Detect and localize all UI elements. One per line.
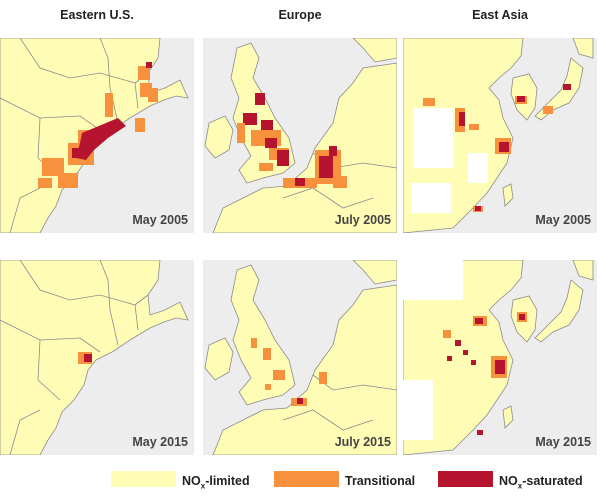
land-mass-scandinavia (352, 260, 397, 285)
no-data-area (468, 153, 488, 183)
land-mass (0, 260, 189, 455)
transitional-zone (263, 348, 271, 360)
column-title-east-asia: East Asia (472, 8, 528, 22)
land-mass-japan (534, 57, 584, 121)
transitional-zone (105, 93, 113, 117)
saturated-zone (297, 398, 303, 404)
map-panel-europe-2015: July 2015 (203, 260, 397, 455)
legend-label-limited: NOx-limited (182, 474, 250, 491)
saturated-zone (295, 178, 305, 186)
transitional-zone (251, 338, 257, 348)
map-panel-europe-2005: July 2005 (203, 38, 397, 233)
map-panel-east-asia-2005: May 2005 (403, 38, 597, 233)
saturated-zone (255, 93, 265, 105)
column-title-eastern-us: Eastern U.S. (60, 8, 134, 22)
transitional-zone (543, 106, 553, 114)
land-mass-continent (212, 62, 397, 233)
land-mass-hokkaido (572, 38, 594, 59)
date-label: May 2005 (132, 213, 188, 227)
date-label: July 2005 (334, 213, 391, 227)
date-label: May 2005 (535, 213, 591, 227)
transitional-zone (443, 330, 451, 338)
saturated-zone (459, 112, 465, 126)
legend-swatch-saturated (438, 471, 493, 487)
no-data-area (403, 380, 433, 440)
transitional-zone (38, 178, 52, 188)
saturated-zone (477, 430, 483, 435)
land-mass-ireland (204, 115, 234, 159)
transitional-zone (135, 118, 145, 132)
saturated-zone (463, 350, 468, 355)
no-data-area (413, 108, 453, 168)
saturated-zone (495, 360, 505, 374)
transitional-zone (259, 163, 273, 171)
no-data-area (403, 260, 463, 300)
column-title-europe: Europe (278, 8, 322, 22)
saturated-zone (277, 150, 289, 166)
land-mass-ireland (204, 337, 234, 381)
legend-label-saturated: NOx-saturated (499, 474, 583, 491)
saturated-zone (471, 360, 476, 365)
date-label: May 2015 (535, 435, 591, 449)
saturated-zone (475, 206, 481, 211)
transitional-zone (319, 372, 327, 384)
map-panel-eastern-us-2015: May 2015 (0, 260, 194, 455)
land-mass-taiwan (502, 183, 514, 207)
saturated-zone (447, 356, 452, 361)
land-mass-hokkaido (572, 260, 594, 281)
land-mass-taiwan (502, 405, 514, 429)
saturated-zone (329, 146, 337, 156)
saturated-zone (475, 318, 483, 324)
transitional-zone (138, 66, 150, 80)
legend-label-transitional: Transitional (345, 474, 416, 488)
transitional-zone (273, 370, 285, 380)
map-panel-eastern-us-2005: May 2005 (0, 38, 194, 233)
date-label: May 2015 (132, 435, 188, 449)
no-data-area (411, 183, 451, 213)
land-mass-japan (534, 279, 584, 343)
transitional-zone (469, 124, 479, 130)
saturated-zone (76, 118, 126, 160)
saturated-zone (517, 96, 525, 102)
transitional-zone (148, 88, 158, 102)
legend-swatch-transitional (274, 471, 339, 487)
saturated-zone (563, 84, 571, 90)
saturated-zone (84, 354, 92, 362)
saturated-zone (72, 148, 82, 158)
transitional-zone (237, 123, 245, 143)
saturated-zone (243, 113, 257, 125)
saturated-zone (519, 314, 525, 320)
transitional-zone (58, 173, 78, 188)
legend-swatch-limited (111, 471, 176, 487)
saturated-zone (319, 156, 333, 178)
transitional-zone (333, 176, 347, 188)
date-label: July 2015 (334, 435, 391, 449)
saturated-zone (146, 62, 152, 68)
saturated-zone (499, 142, 509, 152)
transitional-zone (42, 158, 64, 176)
map-panel-east-asia-2015: May 2015 (403, 260, 597, 455)
saturated-zone (265, 138, 277, 148)
transitional-zone (423, 98, 435, 106)
transitional-zone (265, 384, 271, 390)
saturated-zone (455, 340, 461, 346)
land-mass-scandinavia (352, 38, 397, 63)
land-mass-britain (230, 264, 296, 406)
